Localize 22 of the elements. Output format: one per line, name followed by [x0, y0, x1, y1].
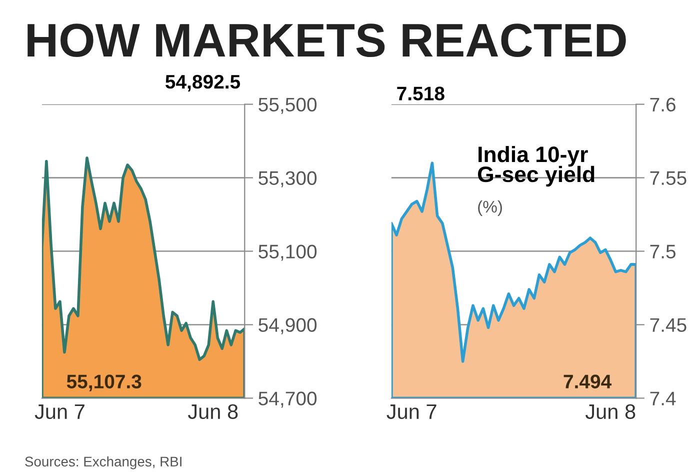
y-tick-label: 55,300: [258, 171, 317, 188]
annotation: 55,107.3: [66, 374, 142, 392]
text: India 10-yr G-sec yield: [478, 146, 594, 187]
y-tick-label: 7.45: [650, 318, 686, 332]
text: (%): [478, 200, 502, 216]
x-tick-label: Jun 7: [386, 404, 436, 420]
y-tick-label: 7.5: [650, 244, 676, 258]
x-tick-label: Jun 8: [585, 404, 636, 420]
y-tick-label: 55,100: [258, 244, 317, 261]
y-tick-label: 7.6: [650, 98, 676, 112]
y-tick-label: 7.4: [650, 392, 676, 406]
y-tick-label: 54,700: [258, 392, 317, 408]
source-note: Sources: Exchanges, RBI: [25, 456, 182, 470]
x-tick-label: Jun 7: [34, 404, 84, 420]
text: 7.518: [397, 86, 444, 100]
y-tick-label: 55,500: [258, 98, 317, 114]
y-tick-label: 7.55: [650, 171, 686, 185]
x-tick-label: Jun 8: [188, 404, 238, 420]
text: 54,892.5: [166, 74, 240, 92]
y-tick-label: 54,900: [258, 318, 317, 334]
annotation: 7.494: [564, 374, 612, 388]
chart-title: HOW MARKETS REACTED: [28, 24, 626, 58]
